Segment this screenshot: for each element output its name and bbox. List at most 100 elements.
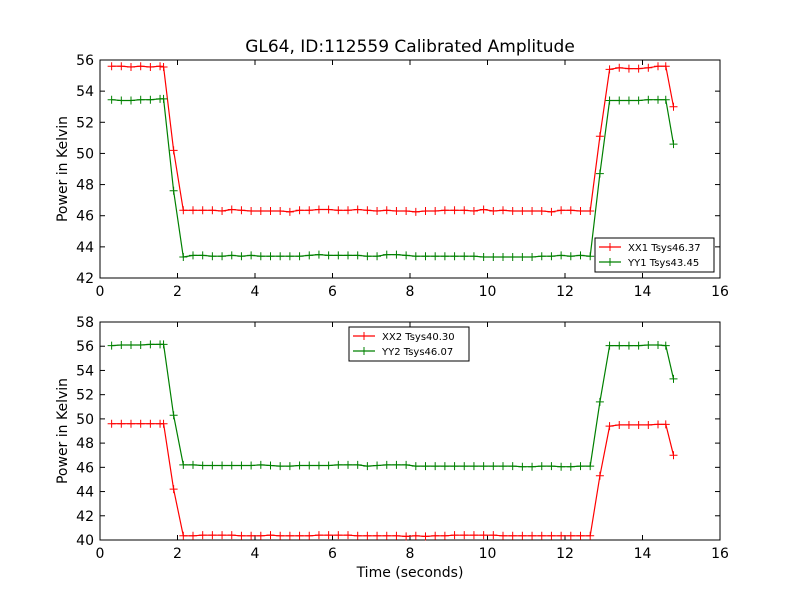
data-point [179,460,188,469]
data-point [159,340,168,349]
data-point [576,462,585,471]
data-point [198,461,207,470]
data-point [159,63,168,72]
data-point [605,96,614,105]
data-point [208,206,217,215]
data-point [634,64,643,73]
data-point [256,207,265,216]
data-point [237,461,246,470]
legend-marker [360,347,368,355]
data-point [669,451,678,460]
data-point [314,250,323,259]
data-point [266,531,275,540]
data-point [528,531,537,540]
data-point [615,63,624,72]
data-point [218,531,227,540]
legend-marker [606,243,614,251]
data-point [460,531,469,540]
series-line [111,343,675,468]
data-point [344,251,352,260]
y-tick-label: 56 [76,53,94,69]
data-point [305,461,314,470]
data-point [615,96,624,105]
data-point [576,251,585,260]
data-point [566,206,575,215]
data-point [237,252,246,261]
data-point [146,340,155,349]
data-point [127,419,135,428]
data-point [654,341,662,350]
data-point [276,252,285,261]
legend-marker [360,332,368,340]
data-point [266,252,275,261]
data-point [189,206,197,215]
data-point [518,531,527,540]
data-point [624,64,633,73]
data-point [382,206,391,215]
data-point [117,96,126,105]
data-point [324,531,333,540]
data-point [314,531,323,540]
data-point [363,252,372,261]
x-tick-label: 6 [328,546,337,562]
data-point [460,462,469,471]
data-point [169,146,178,155]
series-2 [107,340,678,471]
data-point [227,251,236,260]
data-point [127,341,135,350]
data-point [518,207,527,216]
data-point [644,341,653,350]
data-point [528,207,537,216]
series-1 [107,419,678,541]
y-tick-label: 50 [76,146,94,162]
data-point [654,95,662,104]
data-point [136,341,145,350]
x-tick-label: 10 [479,284,497,300]
data-point [127,96,135,105]
data-point [179,531,188,540]
data-point [479,205,488,214]
data-point [411,531,420,540]
data-point [557,531,566,540]
series-line [111,65,675,213]
data-point [547,252,556,261]
data-point [460,206,469,215]
series-line [111,423,675,538]
data-point [489,531,498,540]
data-point [586,462,595,471]
legend: XX2 Tsys40.30 YY2 Tsys46.07 [348,326,470,362]
x-tick-label: 4 [251,284,260,300]
data-point [208,461,217,470]
data-point [615,341,624,350]
data-point [411,252,420,261]
x-tick-label: 8 [406,546,415,562]
legend-entry: YY1 Tsys43.45 [599,258,699,269]
legend-marker [606,258,614,266]
data-point [169,485,178,494]
data-point [208,531,217,540]
data-point [373,461,382,470]
data-point [227,461,236,470]
data-point [421,462,430,471]
data-point [266,461,275,470]
data-point [136,419,145,428]
data-point [586,531,595,540]
data-point [576,531,585,540]
legend-entry: XX2 Tsys40.30 [353,332,455,343]
data-point [586,207,595,216]
data-point [295,252,304,261]
data-point [382,250,391,259]
data-point [295,531,304,540]
data-point [344,460,352,469]
data-point [146,63,155,72]
data-point [363,206,372,215]
data-point [353,251,362,260]
data-point [479,462,488,471]
data-point [189,251,197,260]
data-point [156,62,165,71]
data-point [528,252,537,261]
data-point [605,422,614,431]
data-point [440,206,449,215]
x-tick-label: 2 [173,284,182,300]
